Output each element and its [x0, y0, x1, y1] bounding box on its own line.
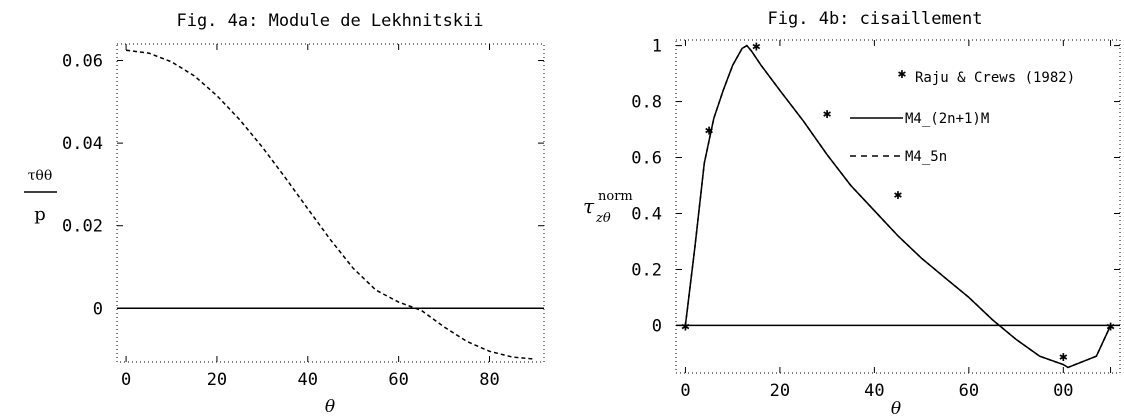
y-tick-label: 0 — [93, 299, 103, 319]
legend-marker-raju: ✱ — [898, 66, 907, 82]
data-marker: ✱ — [681, 318, 690, 334]
chart-b-legend: ✱ Raju & Crews (1982) M4_(2n+1)M M4_5n — [850, 66, 1075, 165]
chart-fig-4a: Fig. 4a: Module de Lekhnitskii 0 20 40 60 80… — [24, 11, 545, 417]
chart-b-title: Fig. 4b: cisaillement — [768, 9, 983, 29]
legend-label-m4-5n: M4_5n — [905, 149, 947, 165]
chart-a-title: Fig. 4a: Module de Lekhnitskii — [176, 11, 483, 31]
series-line-b-2 — [684, 44, 1112, 369]
chart-a-frame — [116, 43, 545, 363]
chart-b-xlabel: θ — [891, 399, 901, 418]
chart-b-series: ✱ ✱ ✱ ✱ ✱ ✱ ✱ — [681, 39, 1115, 369]
y-tick-label: 0.4 — [631, 204, 662, 224]
x-tick-label: 20 — [770, 381, 790, 401]
chart-b-ylabel: τ zθ norm — [583, 189, 633, 226]
y-tick-label: 0.6 — [631, 149, 662, 169]
chart-a-ylabel: τθθ p — [24, 168, 57, 225]
chart-b-ylabel-base: τ — [583, 194, 595, 218]
chart-a-ylabel-denominator: p — [34, 204, 46, 225]
data-marker: ✱ — [705, 123, 714, 139]
x-tick-label: 60 — [388, 370, 408, 390]
data-marker: ✱ — [823, 106, 832, 122]
data-marker: ✱ — [1059, 349, 1068, 365]
chart-a-series — [126, 49, 535, 360]
series-line-b-1 — [684, 44, 1112, 369]
y-tick-label: 1 — [652, 37, 662, 57]
x-tick-label: 20 — [207, 370, 227, 390]
data-marker: ✱ — [752, 39, 761, 55]
chart-b-ylabel-sup: norm — [598, 189, 633, 204]
chart-a-xlabel: θ — [325, 397, 335, 417]
y-tick-label: 0.04 — [62, 134, 103, 154]
x-tick-label: 60 — [959, 381, 979, 401]
y-tick-label: 0.2 — [631, 260, 662, 280]
x-tick-label: 0 — [680, 381, 690, 401]
x-tick-label: 40 — [298, 370, 318, 390]
chart-a-ylabel-numerator: τθθ — [28, 168, 53, 184]
series-line-a-0 — [126, 49, 535, 360]
chart-a-ticks: 0 20 40 60 80 0 0.02 0.04 0.06 — [62, 44, 544, 390]
legend-label-raju: Raju & Crews (1982) — [915, 70, 1075, 86]
x-tick-label: 00 — [1053, 381, 1073, 401]
chart-fig-4b: Fig. 4b: cisaillement 0 20 40 60 0000.20.40.… — [583, 9, 1121, 418]
x-tick-label: 40 — [864, 381, 884, 401]
x-tick-label: 0 — [121, 370, 131, 390]
y-tick-label: 0 — [652, 316, 662, 336]
legend-label-m4-2n1m: M4_(2n+1)M — [905, 111, 989, 127]
data-marker: ✱ — [894, 187, 903, 203]
y-tick-label: 0.06 — [62, 52, 103, 72]
chart-b-ylabel-sub: zθ — [595, 211, 611, 226]
x-tick-label: 80 — [479, 370, 499, 390]
y-tick-label: 0.02 — [62, 217, 103, 237]
chart-b-frame — [675, 39, 1121, 374]
y-tick-label: 0.8 — [631, 93, 662, 113]
